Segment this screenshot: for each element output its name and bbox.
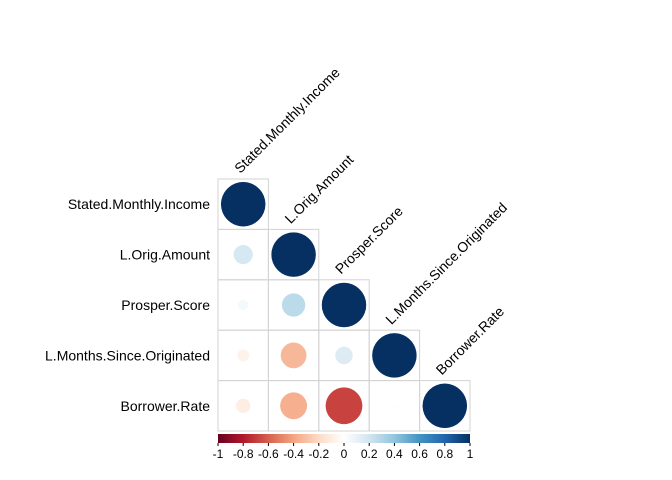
circle-layer [220,181,468,429]
corr-circle-2-1 [281,293,306,317]
corr-circle-3-1 [280,342,307,369]
corr-circle-2-2 [321,282,367,328]
corr-circle-1-0 [233,245,253,265]
column-label: Prosper.Score [332,203,406,277]
column-label: L.Orig.Amount [281,151,356,226]
grid-layer [217,178,471,432]
colorbar-tick-label: 1 [467,447,474,461]
corr-circle-3-2 [335,346,353,365]
row-labels: Stated.Monthly.Income L.Orig.Amount Prospe… [45,196,210,414]
row-label: Prosper.Score [121,297,210,313]
colorbar-tick-label: 0.8 [436,447,453,461]
corr-circle-4-0 [235,398,251,414]
colorbar-gradient [218,434,470,443]
corr-circle-2-0 [238,299,249,311]
corr-circle-1-1 [271,232,316,277]
corr-circle-4-2 [325,387,363,425]
colorbar-tick-label: 0.4 [386,447,403,461]
row-label: Stated.Monthly.Income [68,196,210,212]
column-label: Stated.Monthly.Income [231,64,343,176]
grid-cell [419,380,471,432]
corr-circle-3-0 [237,349,250,362]
colorbar-tick-label: -0.6 [258,447,279,461]
row-label: Borrower.Rate [121,398,211,414]
colorbar-tick-label: -1 [213,447,224,461]
corr-circle-4-3 [391,403,397,409]
colorbar-tick-label: 0.2 [361,447,378,461]
corr-circle-3-3 [372,333,417,378]
corr-circle-4-4 [422,383,468,429]
colorbar-tick-label: -0.2 [308,447,329,461]
row-label: L.Months.Since.Originated [45,347,210,363]
colorbar-tick-label: -0.4 [283,447,304,461]
colorbar-tick-label: 0.6 [411,447,428,461]
colorbar: -1 -0.8 -0.6 -0.4 -0.2 0 0.2 0.4 0.6 0.8 1 [213,434,474,461]
colorbar-tick-label: -0.8 [233,447,254,461]
column-label: Borrower.Rate [433,303,508,378]
row-label: L.Orig.Amount [120,247,210,263]
corr-circle-4-1 [280,392,308,420]
corr-circle-0-0 [220,181,266,227]
colorbar-tick-label: 0 [341,447,348,461]
